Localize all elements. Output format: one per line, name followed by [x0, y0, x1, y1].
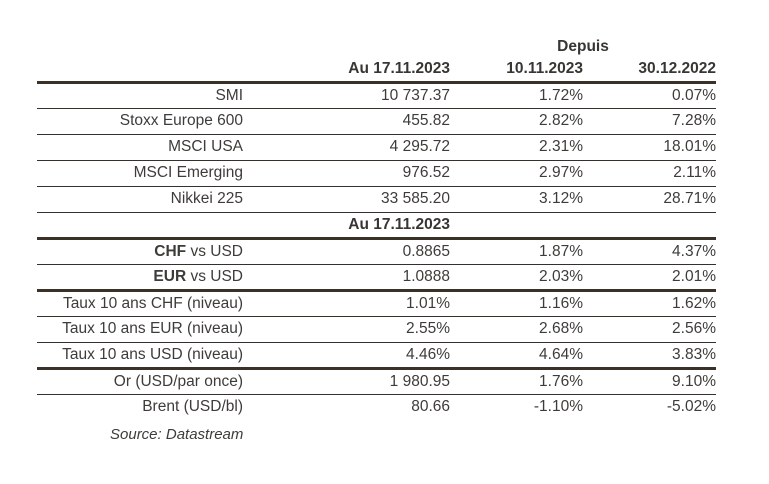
currency-code: CHF: [154, 242, 187, 260]
since-week-cell: 2.31%: [539, 138, 583, 155]
value-cell: 4 295.72: [389, 138, 450, 155]
market-data-table: Depuis Au 17.11.2023 10.11.2023 30.12.20…: [37, 36, 716, 420]
value-cell: 80.66: [411, 398, 450, 416]
since-week-cell: 2.82%: [539, 112, 583, 129]
column-header-since-week: 10.11.2023: [506, 60, 583, 78]
value-cell: 4.46%: [406, 345, 450, 363]
row-label: Taux 10 ans EUR (niveau): [62, 320, 243, 337]
since-week-cell: 4.64%: [539, 345, 583, 363]
since-week-cell: 2.68%: [539, 320, 583, 337]
column-header-since-year: 30.12.2022: [638, 60, 716, 78]
table-row-taux-eur: Taux 10 ans EUR (niveau) 2.55% 2.68% 2.5…: [37, 316, 716, 342]
row-label: Brent (USD/bl): [142, 398, 243, 416]
table-row-stoxx: Stoxx Europe 600 455.82 2.82% 7.28%: [37, 108, 716, 134]
row-label: CHF vs USD: [37, 238, 243, 264]
table-row-taux-usd: Taux 10 ans USD (niveau) 4.46% 4.64% 3.8…: [37, 342, 716, 368]
empty-cell: [243, 36, 450, 58]
subheader-row: Au 17.11.2023: [37, 212, 716, 238]
depuis-header-row: Depuis: [37, 36, 716, 58]
row-label: Stoxx Europe 600: [119, 112, 243, 129]
empty-cell: [450, 212, 583, 238]
since-week-cell: 3.12%: [539, 190, 583, 207]
column-header-value: Au 17.11.2023: [348, 60, 450, 78]
table-row-or: Or (USD/par once) 1 980.95 1.76% 9.10%: [37, 368, 716, 394]
row-label: SMI: [215, 86, 243, 104]
subheader-au-date: Au 17.11.2023: [348, 215, 450, 233]
column-header-row: Au 17.11.2023 10.11.2023 30.12.2022: [37, 58, 716, 82]
empty-cell: [37, 36, 243, 58]
table-row-nikkei: Nikkei 225 33 585.20 3.12% 28.71%: [37, 186, 716, 212]
value-cell: 455.82: [402, 112, 450, 129]
currency-code: EUR: [153, 267, 187, 285]
table-row-taux-chf: Taux 10 ans CHF (niveau) 1.01% 1.16% 1.6…: [37, 290, 716, 316]
since-week-cell: -1.10%: [533, 398, 583, 416]
table-row-msci-usa: MSCI USA 4 295.72 2.31% 18.01%: [37, 134, 716, 160]
since-year-cell: 9.10%: [672, 372, 716, 390]
since-week-cell: 1.72%: [539, 86, 583, 104]
value-cell: 976.52: [402, 164, 450, 181]
since-week-cell: 1.76%: [539, 372, 583, 390]
row-label: EUR vs USD: [37, 264, 243, 290]
since-year-cell: 7.28%: [672, 112, 716, 129]
since-year-cell: 18.01%: [663, 138, 716, 155]
since-week-cell: 1.16%: [539, 294, 583, 312]
since-year-cell: 1.62%: [672, 294, 716, 312]
table-row-smi: SMI 10 737.37 1.72% 0.07%: [37, 82, 716, 108]
table-row-eur-usd: EUR vs USD 1.0888 2.03% 2.01%: [37, 264, 716, 290]
row-label-rest: vs USD: [186, 267, 243, 285]
since-year-cell: 2.01%: [672, 267, 716, 285]
value-cell: 1.0888: [402, 267, 450, 285]
since-week-cell: 2.97%: [539, 164, 583, 181]
since-year-cell: 28.71%: [663, 190, 716, 207]
table-row-chf-usd: CHF vs USD 0.8865 1.87% 4.37%: [37, 238, 716, 264]
source-note: Source: Datastream: [110, 426, 244, 443]
row-label: MSCI Emerging: [133, 164, 243, 181]
since-year-cell: 4.37%: [672, 242, 716, 260]
row-label: Or (USD/par once): [113, 372, 243, 390]
value-cell: 33 585.20: [381, 190, 450, 207]
empty-cell: [583, 212, 716, 238]
since-year-cell: 0.07%: [672, 86, 716, 104]
row-label: Taux 10 ans USD (niveau): [62, 345, 243, 363]
since-year-cell: 3.83%: [672, 345, 716, 363]
table-row-msci-emerging: MSCI Emerging 976.52 2.97% 2.11%: [37, 160, 716, 186]
value-cell: 1 980.95: [389, 372, 450, 390]
since-year-cell: -5.02%: [666, 398, 716, 416]
value-cell: 10 737.37: [381, 86, 450, 104]
value-cell: 1.01%: [406, 294, 450, 312]
row-label: Nikkei 225: [170, 190, 243, 207]
row-label: Taux 10 ans CHF (niveau): [62, 294, 243, 312]
row-label: MSCI USA: [168, 138, 243, 155]
value-cell: 2.55%: [406, 320, 450, 337]
value-cell: 0.8865: [402, 242, 450, 260]
row-label-rest: vs USD: [186, 242, 243, 260]
depuis-header: Depuis: [557, 38, 609, 55]
empty-cell: [37, 212, 243, 238]
since-year-cell: 2.11%: [673, 164, 716, 181]
since-week-cell: 1.87%: [539, 242, 583, 260]
empty-cell: [37, 58, 243, 82]
table-row-brent: Brent (USD/bl) 80.66 -1.10% -5.02%: [37, 394, 716, 420]
since-year-cell: 2.56%: [672, 320, 716, 337]
since-week-cell: 2.03%: [539, 267, 583, 285]
